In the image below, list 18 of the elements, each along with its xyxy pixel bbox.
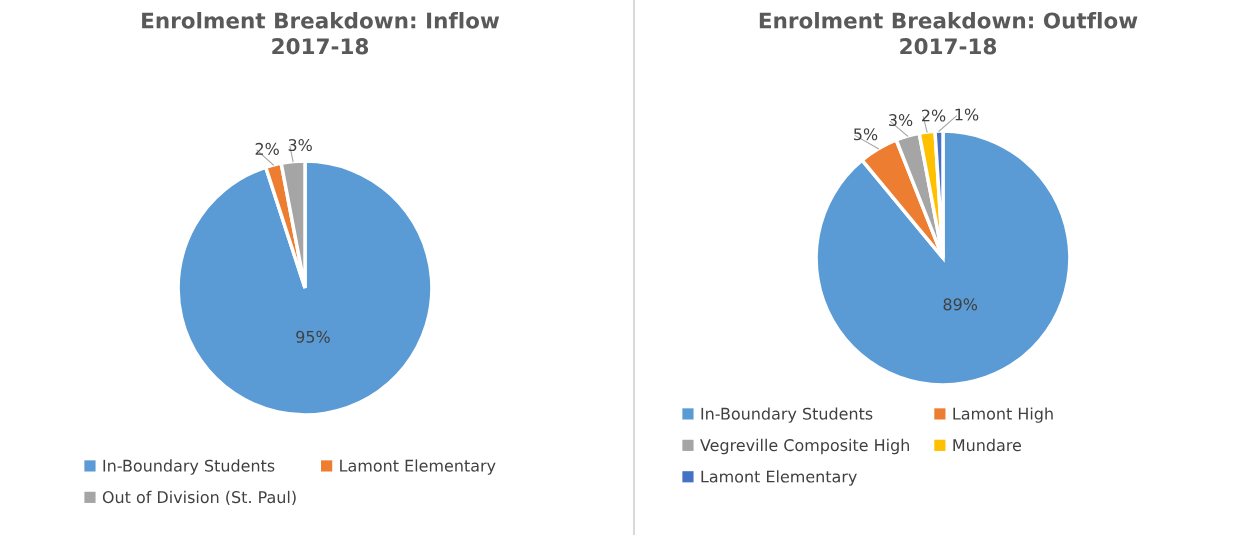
data-label: 5% xyxy=(854,128,878,141)
legend-label: Vegreville Composite High xyxy=(700,438,909,455)
data-label: 1% xyxy=(955,108,979,121)
data-label: 2% xyxy=(922,109,946,122)
legend-label: Lamont High xyxy=(953,407,1053,423)
data-label: 95% xyxy=(296,330,330,343)
legend-label: Lamont Elementary xyxy=(701,470,857,486)
chart-title: Enrolment Breakdown: Inflow 2017-18 xyxy=(142,12,500,55)
legend-label: Out of Division (St. Paul) xyxy=(102,490,296,506)
legend-label: In-Boundary Students xyxy=(103,459,275,475)
legend-label: Lamont Elementary xyxy=(340,459,496,475)
chart-title: Enrolment Breakdown: Outflow 2017-18 xyxy=(759,12,1138,55)
data-label: 2% xyxy=(255,142,279,155)
data-label: 3% xyxy=(288,139,312,152)
legend-label: Mundare xyxy=(953,438,1021,452)
legend-label: In-Boundary Students xyxy=(701,407,873,423)
data-label: 3% xyxy=(889,114,913,127)
data-label: 89% xyxy=(943,298,978,311)
